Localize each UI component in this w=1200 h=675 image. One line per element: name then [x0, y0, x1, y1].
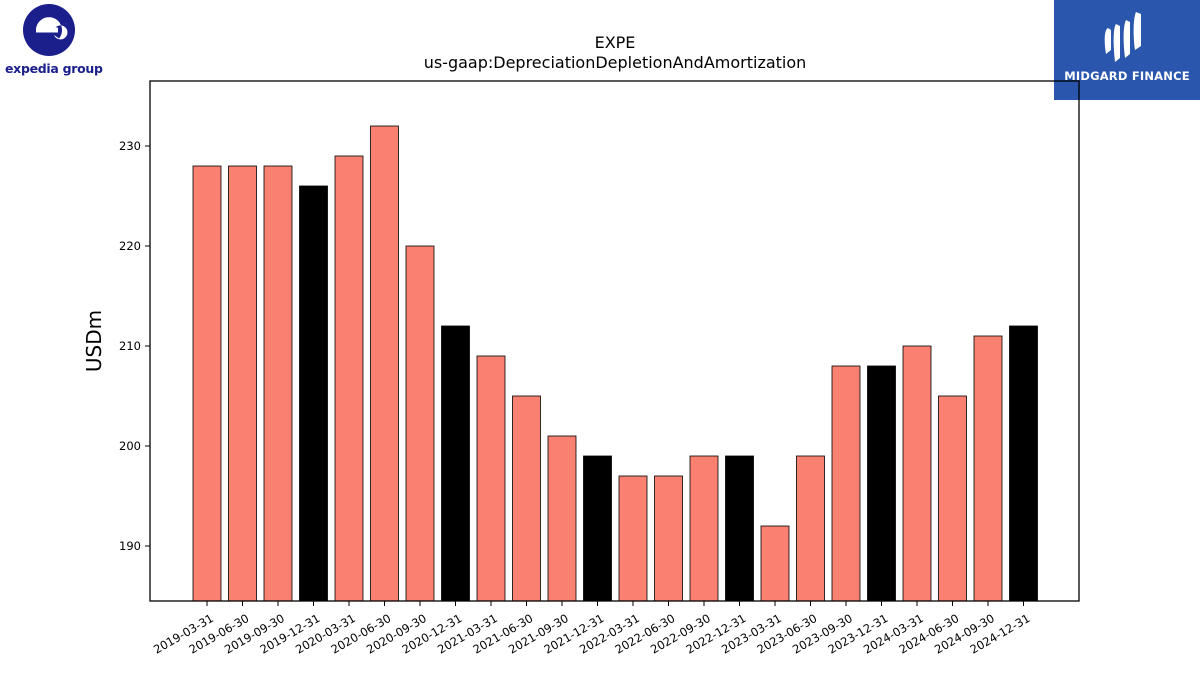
- bar-2024-03-31: [902, 345, 932, 602]
- bar-2020-12-31: [441, 325, 470, 602]
- bars-group: [192, 125, 1038, 602]
- bar-2021-03-31: [476, 355, 506, 602]
- y-ticks-group: 190 200 210 220 230: [119, 139, 150, 553]
- bar-2020-09-30: [405, 245, 435, 602]
- bar-2020-03-31: [334, 155, 364, 602]
- bar-2022-12-31: [725, 455, 754, 602]
- bar-2021-12-31: [583, 455, 612, 602]
- bar-2023-12-31: [867, 365, 896, 602]
- bar-2024-09-30: [973, 335, 1003, 602]
- bar-2019-03-31: [192, 165, 222, 602]
- bar-2019-12-31: [299, 185, 328, 602]
- bar-2020-06-30: [370, 125, 399, 602]
- y-axis-label: USDm: [82, 310, 106, 372]
- chart-title: EXPE: [595, 33, 636, 52]
- bar-2021-06-30: [512, 395, 541, 602]
- bar-2022-09-30: [689, 455, 719, 602]
- expedia-e-icon: [23, 4, 75, 56]
- expedia-group-logo: expedia group: [0, 0, 110, 85]
- y-tick-label: 230: [119, 139, 141, 153]
- y-tick-label: 200: [119, 439, 141, 453]
- expedia-wordmark: expedia group: [5, 61, 103, 76]
- midgard-finance-logo: MIDGARD FINANCE: [1054, 0, 1200, 100]
- bar-2019-06-30: [228, 165, 257, 602]
- bar-2019-09-30: [263, 165, 293, 602]
- bar-2022-03-31: [618, 475, 648, 602]
- bar-2021-09-30: [547, 435, 577, 602]
- bar-2024-06-30: [938, 395, 967, 602]
- y-tick-label: 210: [119, 339, 141, 353]
- y-tick-label: 190: [119, 539, 141, 553]
- bar-2023-03-31: [760, 525, 790, 602]
- bar-2023-06-30: [796, 455, 825, 602]
- midgard-wordmark: MIDGARD FINANCE: [1064, 69, 1190, 83]
- midgard-m-icon: [1104, 12, 1141, 62]
- plot-frame: [149, 80, 1080, 602]
- bar-2023-09-30: [831, 365, 861, 602]
- chart-subtitle: us-gaap:DepreciationDepletionAndAmortiza…: [424, 53, 807, 72]
- bar-2022-06-30: [654, 475, 683, 602]
- y-tick-label: 220: [119, 239, 141, 253]
- x-ticks-group: 2019-03-312019-06-302019-09-302019-12-31…: [151, 601, 1032, 657]
- bar-2024-12-31: [1009, 325, 1038, 602]
